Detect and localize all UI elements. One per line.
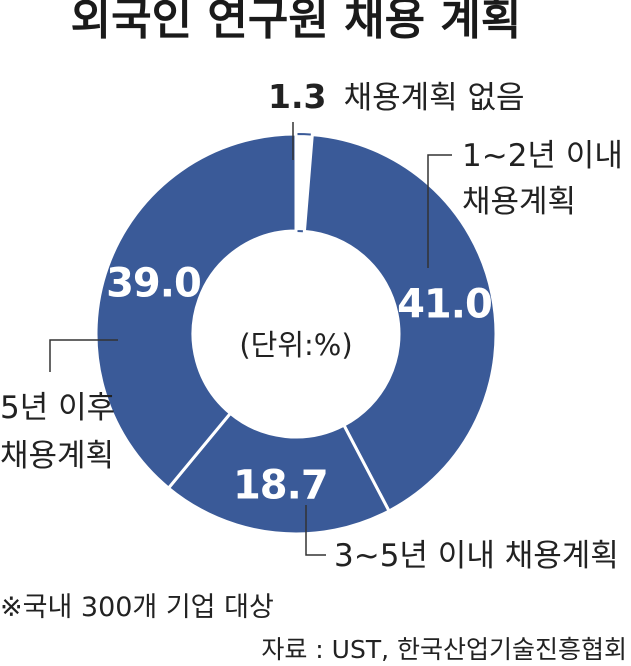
donut-slice-5y-after [94, 132, 298, 491]
category-label-none: 1.3 채용계획 없음 [268, 77, 525, 116]
leader-line-3-5y [305, 505, 326, 556]
donut-slice-3-5y [166, 411, 392, 536]
slice-value-label-1-2y: 41.0 [397, 282, 492, 328]
chart-title: 외국인 연구원 채용 계획 [71, 0, 522, 45]
value-label-none: 1.3 [268, 77, 326, 116]
category-label-5y-after-line1: 5년 이후 [0, 390, 115, 426]
slice-value-label-3-5y: 18.7 [233, 463, 328, 509]
unit-label: (단위:%) [239, 328, 352, 362]
leader-line-5y-after [49, 339, 118, 372]
donut-slice-1-2y [302, 133, 498, 514]
donut-slices: 41.0 18.7 39.0 [94, 132, 498, 536]
slice-value-label-5y-after: 39.0 [106, 261, 201, 307]
category-label-1-2y-line1: 1~2년 이내 [462, 138, 623, 174]
footnote: ※국내 300개 기업 대상 [0, 592, 274, 623]
source-credit: 자료 : UST, 한국산업기술진흥협회 [261, 635, 627, 664]
category-label-3-5y: 3~5년 이내 채용계획 [334, 538, 619, 574]
category-text-none: 채용계획 없음 [344, 80, 525, 116]
leader-line-1-2y [427, 154, 452, 268]
category-label-5y-after-line2: 채용계획 [0, 438, 114, 474]
category-label-1-2y-line2: 채용계획 [462, 184, 576, 220]
